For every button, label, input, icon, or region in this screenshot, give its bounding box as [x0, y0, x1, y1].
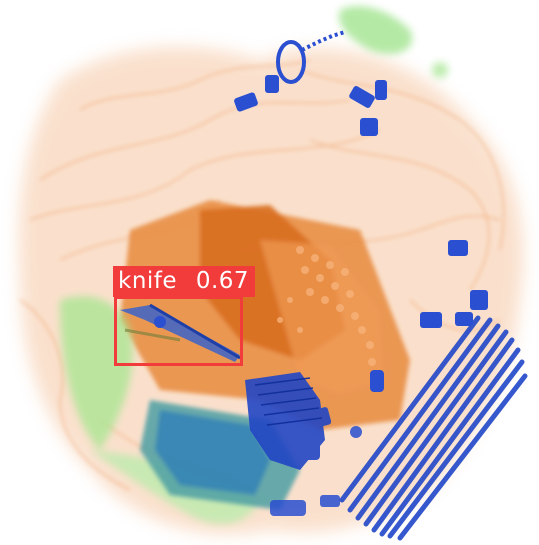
key-ring: [276, 30, 346, 84]
orange-dense-box: [120, 200, 410, 430]
small-parts: [270, 426, 362, 516]
box-texture: [277, 246, 376, 366]
knife-object: [120, 303, 241, 362]
metal-fittings: [234, 75, 488, 392]
detection-class: knife: [118, 268, 178, 294]
detection-label: knife 0.67: [113, 266, 256, 297]
detection-bounding-box: [114, 296, 243, 366]
metal-rods: [339, 315, 528, 541]
detection-score: 0.67: [195, 268, 250, 294]
green-inorganic: [60, 6, 448, 524]
metal-grid: [254, 377, 323, 426]
